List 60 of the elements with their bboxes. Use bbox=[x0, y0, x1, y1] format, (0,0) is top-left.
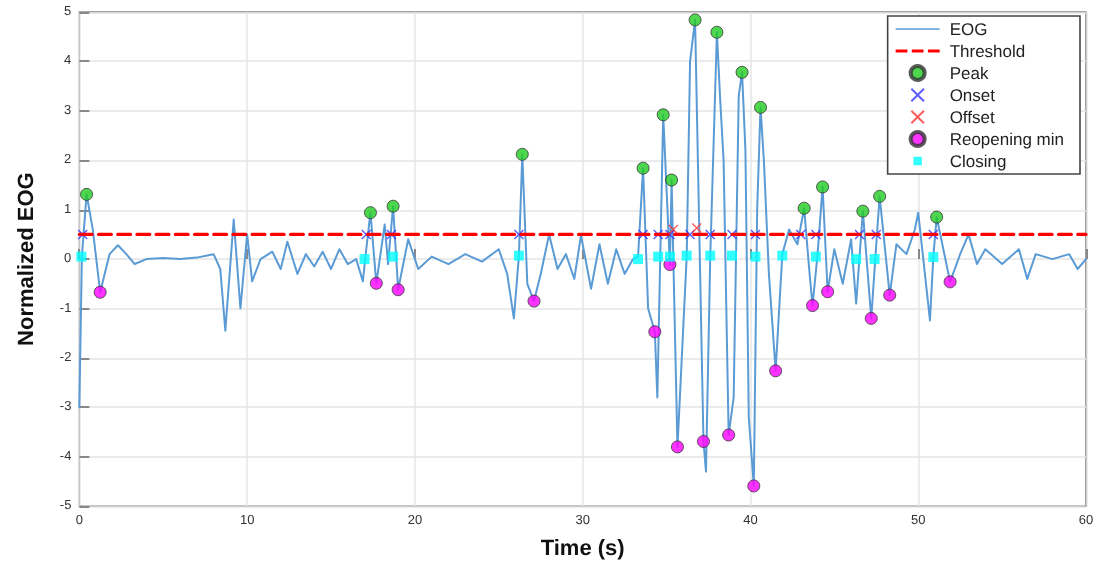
point bbox=[930, 210, 944, 224]
legend-label: Closing bbox=[949, 151, 1007, 171]
point bbox=[388, 251, 399, 262]
point bbox=[513, 229, 524, 240]
point bbox=[869, 254, 880, 265]
point bbox=[851, 254, 862, 265]
point bbox=[668, 224, 679, 235]
point bbox=[769, 364, 783, 378]
y-axis-title: Normalized EOG bbox=[15, 172, 39, 346]
point bbox=[727, 250, 737, 261]
point bbox=[806, 299, 820, 313]
point bbox=[665, 173, 679, 187]
point bbox=[816, 180, 830, 194]
point bbox=[750, 251, 761, 262]
point bbox=[864, 311, 878, 325]
point bbox=[527, 294, 541, 308]
point bbox=[80, 187, 94, 201]
point bbox=[369, 276, 383, 290]
legend-label: Onset bbox=[949, 85, 997, 105]
legend-label: Offset bbox=[949, 107, 996, 127]
point bbox=[93, 285, 107, 299]
point bbox=[513, 250, 524, 261]
point bbox=[688, 13, 702, 27]
point bbox=[648, 325, 662, 339]
x-axis-title: Time (s) bbox=[540, 537, 626, 561]
point bbox=[705, 250, 716, 261]
point bbox=[653, 251, 664, 262]
point bbox=[636, 161, 650, 175]
point bbox=[76, 251, 87, 262]
point bbox=[821, 285, 835, 299]
point bbox=[777, 250, 788, 261]
legend-label: EOG bbox=[949, 19, 988, 39]
point bbox=[883, 288, 897, 302]
point bbox=[810, 251, 821, 262]
point bbox=[359, 254, 370, 265]
point bbox=[670, 440, 684, 454]
point bbox=[386, 199, 400, 213]
point bbox=[515, 147, 529, 161]
point bbox=[754, 100, 768, 114]
point bbox=[633, 254, 644, 265]
point bbox=[722, 428, 736, 442]
point bbox=[943, 275, 957, 289]
legend-label: Threshold bbox=[949, 41, 1026, 61]
point bbox=[391, 283, 405, 297]
point bbox=[856, 204, 870, 218]
point bbox=[928, 252, 939, 263]
point bbox=[681, 250, 692, 261]
point bbox=[691, 222, 702, 233]
point bbox=[797, 201, 811, 215]
point bbox=[747, 479, 761, 493]
point bbox=[705, 229, 716, 240]
point bbox=[696, 434, 710, 448]
point bbox=[873, 189, 887, 203]
point bbox=[710, 25, 724, 39]
point bbox=[664, 251, 675, 262]
legend-label: Peak bbox=[949, 63, 990, 83]
point bbox=[656, 108, 670, 122]
point bbox=[363, 206, 377, 220]
legend-label: Reopening min bbox=[949, 129, 1065, 149]
point bbox=[735, 65, 749, 79]
